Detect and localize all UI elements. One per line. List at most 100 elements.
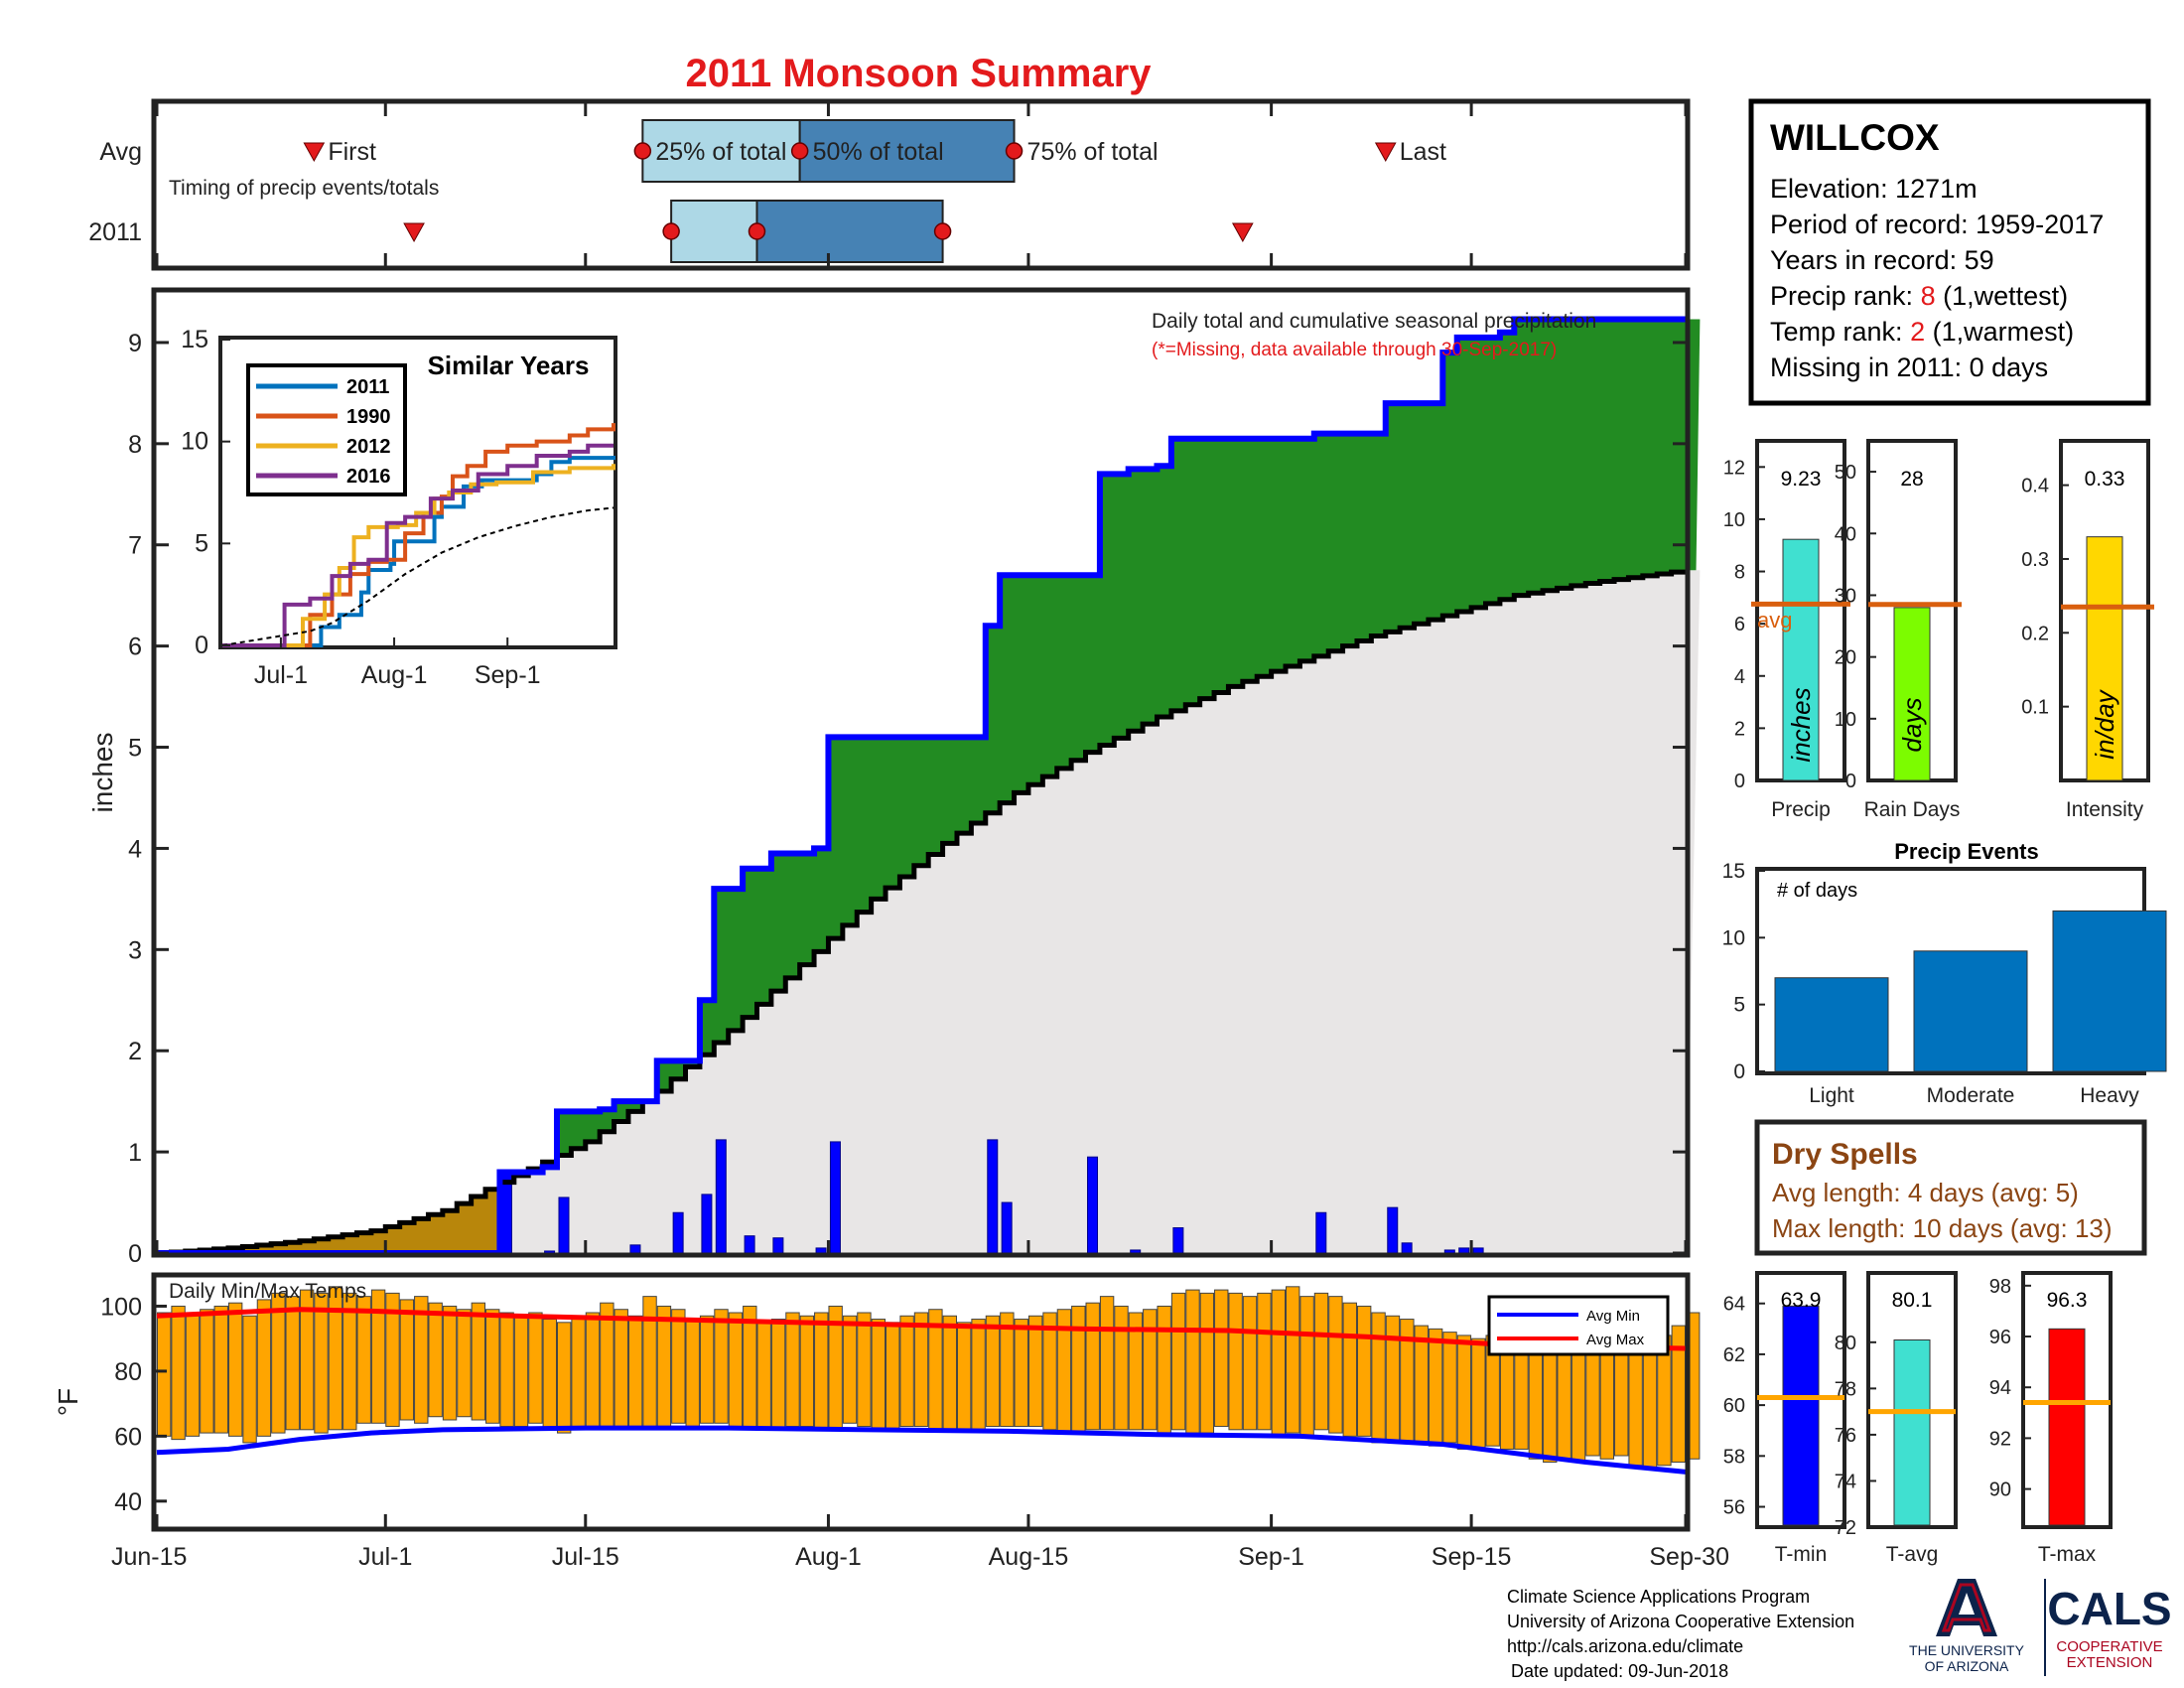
mini-y-tick-label-1-0: 0 — [1845, 771, 1856, 792]
daily-temp-bar-4 — [213, 1305, 228, 1434]
daily-temp-bar-55 — [942, 1315, 957, 1431]
temp-summary-tick-label-2-96: 96 — [1989, 1327, 2011, 1348]
daily-temp-bar-25 — [513, 1315, 529, 1428]
precip-events-chart: Precip Events Light Moderate Heavy 0 5 10 15 #… — [1722, 839, 2167, 1107]
daily-temp-bar-48 — [842, 1315, 858, 1424]
year-first-marker-icon — [403, 222, 425, 243]
daily-temp-bar-49 — [857, 1312, 872, 1428]
mini-y-tick-label-2-0.3: 0.3 — [2021, 549, 2049, 571]
temp-summary-tick-label-1-74: 74 — [1835, 1471, 1856, 1492]
cumulative-lines — [157, 316, 1689, 1256]
station-missing: Missing in 2011: 0 days — [1770, 352, 2048, 382]
daily-temp-bar-78 — [1271, 1289, 1287, 1437]
daily-precip-bar-13 — [1087, 1156, 1099, 1254]
similar-years-inset: 0 5 10 15 Jul-1 Aug-1 Sep-1 Similar Years 2011… — [181, 326, 617, 689]
temp-legend-frame — [1487, 1295, 1670, 1356]
avg-p50-label: 50% of total — [813, 138, 944, 166]
daily-temp-bar-6 — [242, 1315, 257, 1444]
daily-temp-bar-94 — [1499, 1340, 1515, 1450]
temp-summary-tick-label-0-60: 60 — [1723, 1395, 1745, 1417]
temp-rank-note: (1,warmest) — [1925, 317, 2074, 347]
avg-min-line — [156, 1425, 1687, 1475]
daily-temp-bar-67 — [1114, 1305, 1129, 1431]
inset-y-tick-label-5: 5 — [195, 529, 208, 557]
avg-last-marker-icon — [1374, 142, 1397, 163]
mini-bar-unit-2: in/day — [2090, 688, 2119, 759]
temp-summary-tick-label-0-56: 56 — [1723, 1497, 1745, 1519]
station-info-frame — [1748, 98, 2151, 406]
daily-temp-bar-52 — [899, 1315, 914, 1428]
inset-x-tick-label-2: Sep-1 — [475, 661, 541, 689]
daily-temp-bar-35 — [656, 1305, 672, 1428]
pre-season-deficit-area — [157, 1189, 500, 1253]
daily-temp-bar-58 — [985, 1315, 1001, 1428]
temp-rank-label: Temp rank: — [1770, 317, 1910, 347]
daily-temp-bar-66 — [1099, 1296, 1115, 1431]
inset-series-line-3 — [222, 443, 614, 647]
temp-summary-bar-t-min — [1782, 1305, 1820, 1526]
x-tick-label-5: Sep-1 — [1238, 1543, 1304, 1571]
mini-y-tick-label-1-30: 30 — [1835, 585, 1856, 607]
mini-y-tick-label-2-0.1: 0.1 — [2021, 697, 2049, 719]
daily-temp-bar-99 — [1570, 1347, 1586, 1464]
dry-spells-avg: Avg length: 4 days (avg: 5) — [1772, 1178, 2079, 1207]
precip-y-tick-label-7: 7 — [128, 532, 142, 560]
events-y-tick-label-0: 0 — [1733, 1060, 1745, 1083]
avg-p75-label: 75% of total — [1027, 138, 1159, 166]
daily-precip-bar-15 — [1172, 1227, 1184, 1254]
university-of-arizona-logo: THE UNIVERSITY OF ARIZONA — [1909, 1579, 2025, 1674]
avg-50-75-box — [798, 119, 1016, 183]
date-x-ticks: Jun-15 Jul-1 Jul-15 Aug-1 Aug-15 Sep-1 Sep-15 S… — [111, 103, 1729, 1571]
daily-temp-bar-68 — [1128, 1312, 1144, 1431]
cals-logo: CALS COOPERATIVE EXTENSION — [2047, 1583, 2171, 1671]
daily-temp-bar-5 — [227, 1302, 243, 1437]
inset-series-line-4 — [221, 506, 614, 646]
avg-first-label: First — [328, 138, 376, 166]
ua-logo-line-1: THE UNIVERSITY — [1909, 1642, 2025, 1658]
daily-temp-bar-91 — [1456, 1335, 1472, 1450]
precip-y-ticks: 0 1 2 3 4 5 6 7 8 9 — [128, 330, 1688, 1268]
temp-y-ticks: 40 60 80 100 — [100, 1293, 167, 1516]
precip-y-tick-label-9: 9 — [128, 330, 142, 357]
daily-temp-bar-42 — [756, 1322, 771, 1431]
mini-y-tick-label-2-0.4: 0.4 — [2021, 476, 2049, 497]
daily-temp-bar-100 — [1585, 1350, 1600, 1457]
temp-summary-value-2: 96.3 — [2047, 1289, 2088, 1312]
mini-y-tick-label-0-6: 6 — [1734, 614, 1745, 635]
temp-chart-frame — [151, 1272, 1691, 1532]
temp-rank-value: 2 — [1910, 317, 1925, 347]
daily-temp-bar-59 — [1000, 1312, 1015, 1428]
temp-chart-title: Daily Min/Max Temps — [169, 1280, 366, 1303]
daily-temp-bar-80 — [1299, 1296, 1314, 1437]
daily-temp-bar-28 — [556, 1322, 572, 1434]
daily-temp-bar-64 — [1071, 1305, 1086, 1434]
daily-temp-bar-40 — [728, 1312, 744, 1428]
precip-rank-value: 8 — [1921, 281, 1936, 311]
dry-spells-box: Dry Spells Avg length: 4 days (avg: 5) M… — [1754, 1119, 2147, 1256]
daily-temp-bar-11 — [314, 1292, 329, 1434]
daily-temp-bar-2 — [185, 1312, 201, 1437]
daily-temp-bar-31 — [600, 1302, 614, 1428]
timing-row-label-avg: Avg — [99, 138, 142, 166]
temp-y-tick-label-40: 40 — [114, 1488, 142, 1516]
temp-legend-label-0: Avg Min — [1586, 1308, 1640, 1325]
footer-line-4: Date updated: 09-Jun-2018 — [1511, 1661, 1728, 1681]
temp-summary-tick-label-1-72: 72 — [1835, 1517, 1856, 1539]
temp-y-tick-label-100: 100 — [100, 1293, 142, 1321]
year-p50-marker — [748, 222, 766, 240]
daily-precip-bar-11 — [987, 1139, 999, 1254]
inset-title: Similar Years — [428, 351, 590, 380]
precip-rank-note: (1,wettest) — [1936, 281, 2069, 311]
mini-y-tick-label-0-10: 10 — [1723, 509, 1745, 531]
precip-events-title: Precip Events — [1894, 839, 2039, 864]
station-precip-rank: Precip rank: 8 (1,wettest) — [1770, 281, 2068, 311]
year-p25-marker — [662, 222, 680, 240]
precip-fills — [157, 319, 1701, 1253]
avg-25-50-box — [641, 119, 801, 183]
temp-summary-tick-label-1-76: 76 — [1835, 1425, 1856, 1447]
daily-temp-bar-70 — [1157, 1305, 1171, 1434]
daily-temp-bar-56 — [956, 1322, 972, 1431]
cumulative-average-line — [157, 569, 1689, 1256]
daily-temp-bar-61 — [1027, 1315, 1043, 1428]
temp-summary-value-1: 80.1 — [1892, 1289, 1933, 1312]
